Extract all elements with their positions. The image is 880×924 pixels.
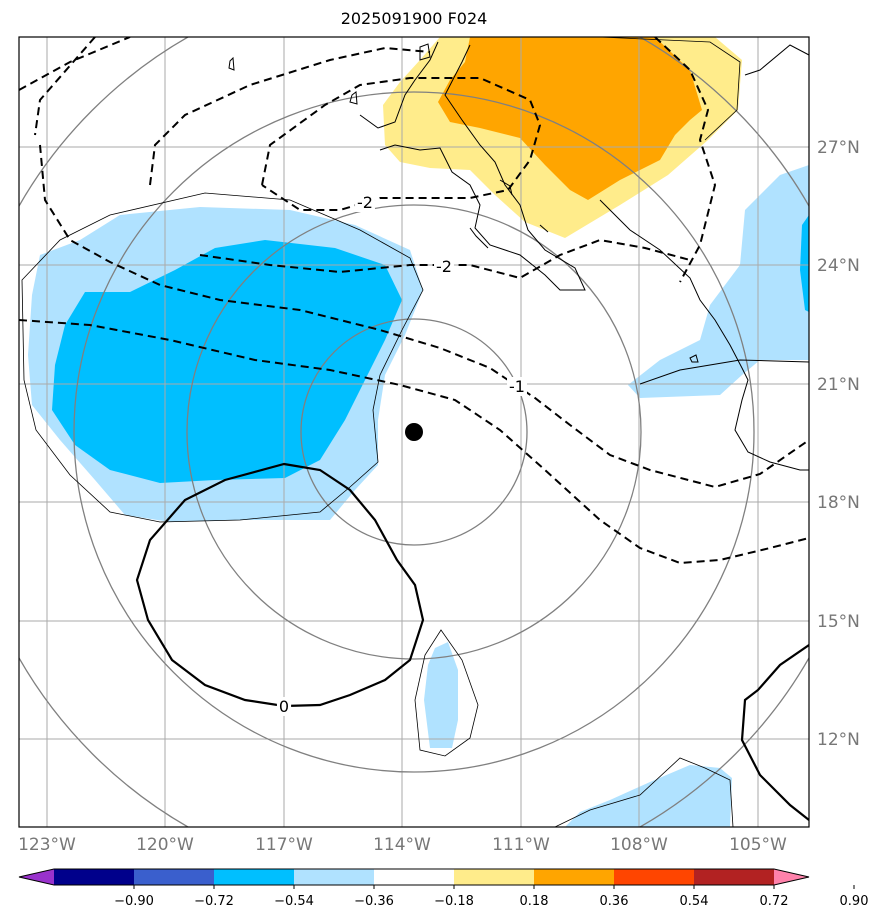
- colorbar-segment: [614, 869, 695, 885]
- colorbar-tick-label: 0.90: [840, 894, 869, 909]
- field-outline-yellow: [599, 37, 741, 141]
- colorbar-tick-label: 0.54: [680, 894, 709, 909]
- colorbar-extend-low: [19, 869, 54, 885]
- colorbar-segment: [134, 869, 215, 885]
- positive-anomaly-mid: [438, 37, 702, 200]
- colorbar-segment: [54, 869, 135, 885]
- colorbar-tick-label: 0.36: [600, 894, 629, 909]
- colorbar-segment: [694, 869, 775, 885]
- field-outline-west: [21, 192, 424, 523]
- map-title: 2025091900 F024: [340, 9, 488, 28]
- lon-tick-label: 123°W: [18, 835, 76, 855]
- colorbar-segment: [534, 869, 615, 885]
- colorbar-extend-high: [774, 869, 809, 885]
- colorbar-segment: [374, 869, 455, 885]
- dashed-contours: [19, 37, 809, 565]
- colorbar-tick-label: −0.54: [274, 894, 314, 909]
- contour-label: -1: [509, 377, 525, 396]
- field-outline-southeast: [554, 757, 734, 827]
- contour-label: -2: [436, 257, 452, 276]
- colorbar-segment: [214, 869, 295, 885]
- map-frame: [18, 36, 810, 828]
- graticule: [19, 37, 809, 827]
- colorbar-tick-label: −0.90: [114, 894, 154, 909]
- solid-contours: [135, 462, 809, 821]
- lat-tick-label: 24°N: [817, 256, 860, 276]
- colorbar-tick-label: −0.72: [194, 894, 234, 909]
- colorbar-tick-label: −0.18: [434, 894, 474, 909]
- colorbar-tick-label: 0.18: [520, 894, 549, 909]
- negative-anomaly-light-southeast: [565, 765, 732, 827]
- lat-tick-label: 21°N: [817, 375, 860, 395]
- negative-anomaly-mid-east: [800, 215, 809, 312]
- lon-tick-label: 114°W: [373, 835, 431, 855]
- lat-tick-label: 15°N: [817, 612, 860, 632]
- storm-center-marker: [405, 423, 423, 441]
- contour-label: -2: [357, 193, 373, 212]
- lon-tick-label: 120°W: [136, 835, 194, 855]
- negative-anomaly-light-south: [424, 642, 458, 748]
- lon-tick-label: 105°W: [729, 835, 787, 855]
- colorbar-tick-label: −0.36: [354, 894, 394, 909]
- map-panel: -2 -2 -1 0: [19, 37, 809, 827]
- lat-tick-label: 12°N: [817, 730, 860, 750]
- negative-anomaly-mid-west: [52, 240, 402, 483]
- lon-tick-label: 117°W: [255, 835, 313, 855]
- colorbar: −0.90 −0.72 −0.54 −0.36 −0.18 0.18 0.36 0.54 0.7…: [18, 868, 869, 909]
- lat-tick-label: 27°N: [817, 138, 860, 158]
- lon-tick-label: 111°W: [492, 835, 550, 855]
- lat-tick-label: 18°N: [817, 493, 860, 513]
- contour-label: 0: [279, 697, 289, 716]
- lon-tick-label: 108°W: [610, 835, 668, 855]
- negative-anomaly-light-east: [628, 165, 809, 398]
- coastline: [228, 41, 809, 471]
- colorbar-tick-label: 0.72: [760, 894, 789, 909]
- colorbar-segment: [454, 869, 535, 885]
- colorbar-segment: [294, 869, 375, 885]
- range-rings: [19, 37, 809, 827]
- field-outline-south: [414, 629, 479, 757]
